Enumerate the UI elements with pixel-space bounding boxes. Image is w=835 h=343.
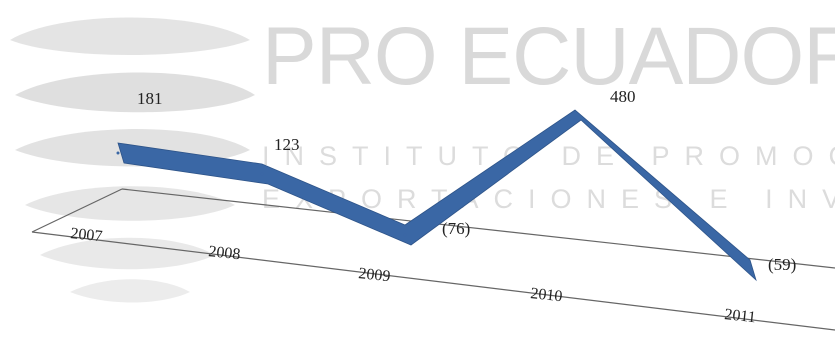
data-point-2011 [749,269,752,272]
x-tick-label-2007: 2007 [70,225,104,245]
data-label-2009: (76) [442,219,470,238]
data-label-2007: 181 [137,89,163,108]
data-point-2010 [574,119,577,122]
data-label-2010: 480 [610,87,636,106]
watermark-title: PRO ECUADOR [262,11,835,102]
x-tick-label-2008: 2008 [208,243,242,263]
x-tick-label-2009: 2009 [358,265,392,285]
x-tick-label-2011: 2011 [724,306,757,326]
data-point-2008 [261,173,264,176]
data-point-2007 [117,152,120,155]
data-point-2009 [404,234,407,237]
x-tick-label-2010: 2010 [530,285,564,305]
data-label-2008: 123 [274,135,300,154]
data-label-2011: (59) [768,255,796,274]
watermark-subtitle-line1: INSTITUTO DE PROMOCIÓN DE [262,140,835,171]
